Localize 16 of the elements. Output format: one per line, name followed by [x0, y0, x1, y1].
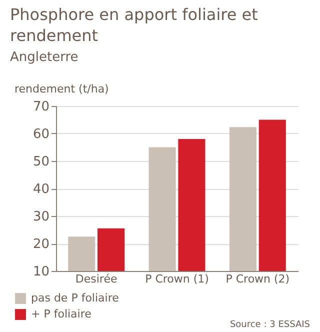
y-tick-label: 30: [32, 210, 50, 224]
x-tick-label: P Crown (2): [226, 272, 290, 286]
y-axis-title: rendement (t/ha): [14, 82, 109, 96]
y-tick-label: 10: [32, 264, 50, 280]
y-tick-label: 60: [32, 127, 50, 142]
chart-subtitle: Angleterre: [10, 50, 78, 65]
legend-label: pas de P foliaire: [31, 292, 120, 304]
legend-label: + P foliaire: [31, 308, 92, 320]
y-tick-label: 40: [32, 182, 50, 197]
y-tick-label: 20: [32, 237, 50, 252]
chart-title: Phosphore en apport foliaire et rendement: [10, 4, 259, 46]
y-tick-label: 50: [32, 154, 50, 170]
source-note: Source : 3 ESSAIS: [230, 320, 310, 330]
y-tick-label: 70: [32, 100, 50, 114]
x-tick-label: P Crown (1): [145, 272, 209, 286]
x-tick-label: Desirée: [75, 272, 118, 286]
